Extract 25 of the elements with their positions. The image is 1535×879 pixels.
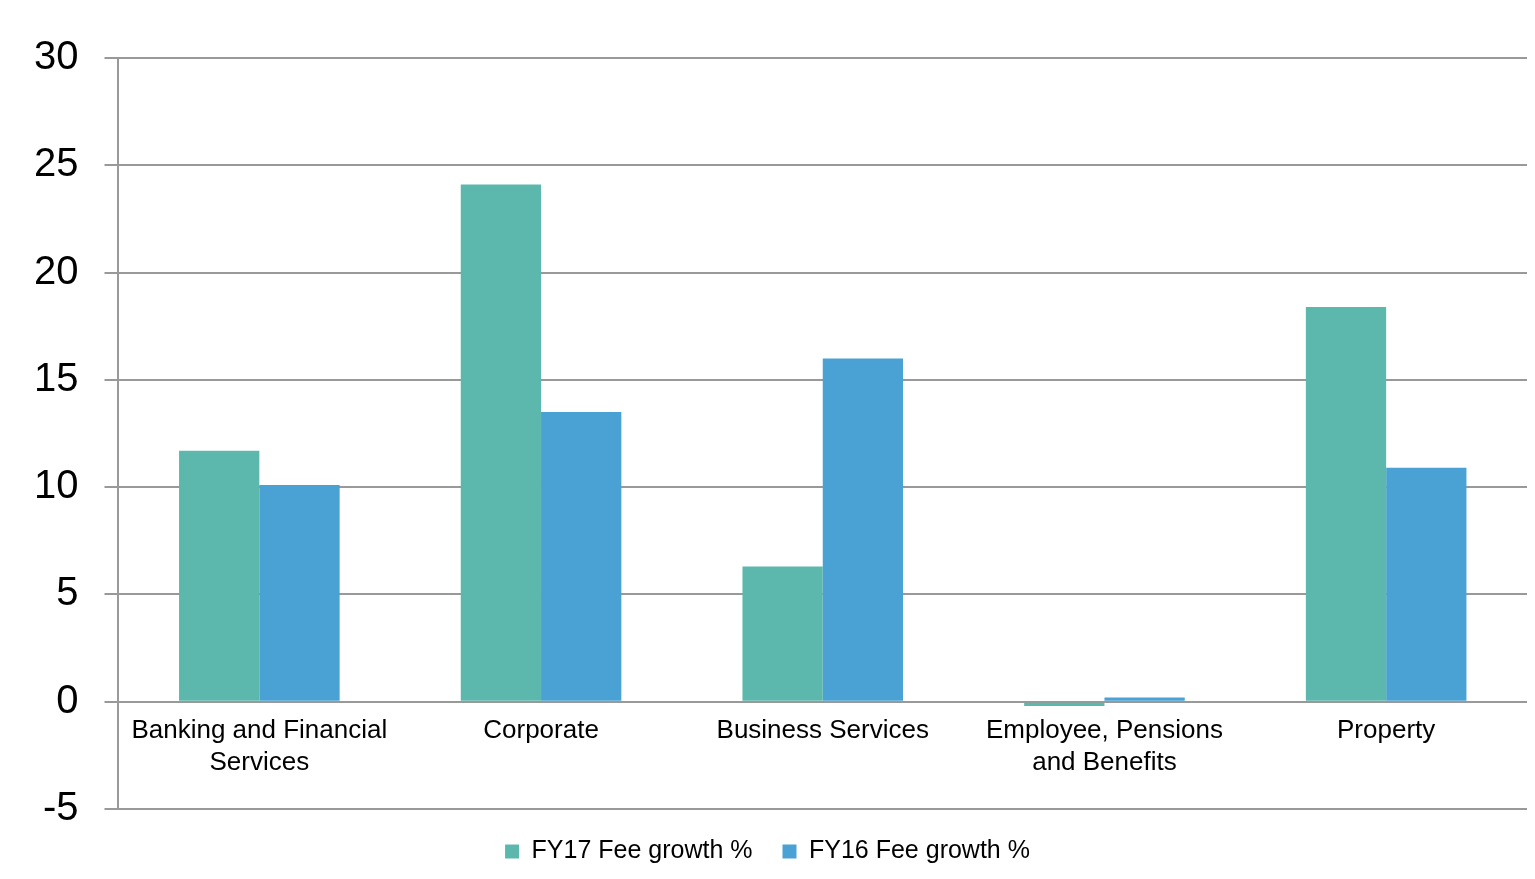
bar [1305,306,1387,701]
y-tick-label: 10 [33,462,79,507]
y-tick-label: 0 [56,676,79,721]
y-tick-label: 25 [33,140,79,185]
bar [179,450,260,701]
y-tick-label: -5 [42,784,79,829]
y-tick-label: 5 [56,569,79,614]
bar [1104,697,1185,701]
bar [1386,467,1467,701]
y-tick-label: 20 [33,247,79,292]
x-tick-label: Banking and Financial Services [131,714,388,776]
bar [1024,702,1105,707]
bar [259,485,340,701]
x-tick-label: Corporate [483,714,599,745]
x-tick-label: Employee, Pensions and Benefits [985,714,1223,776]
bar [460,184,542,701]
y-tick-label: 30 [33,33,79,78]
legend-label: FY17 Fee growth % [531,835,753,864]
x-tick-label: Business Services [716,714,929,745]
bar [541,412,622,701]
bar [822,358,904,701]
x-tick-label: Property [1337,714,1436,745]
legend-label: FY16 Fee growth % [809,835,1030,864]
y-tick-label: 15 [33,354,79,399]
bar [742,566,823,701]
